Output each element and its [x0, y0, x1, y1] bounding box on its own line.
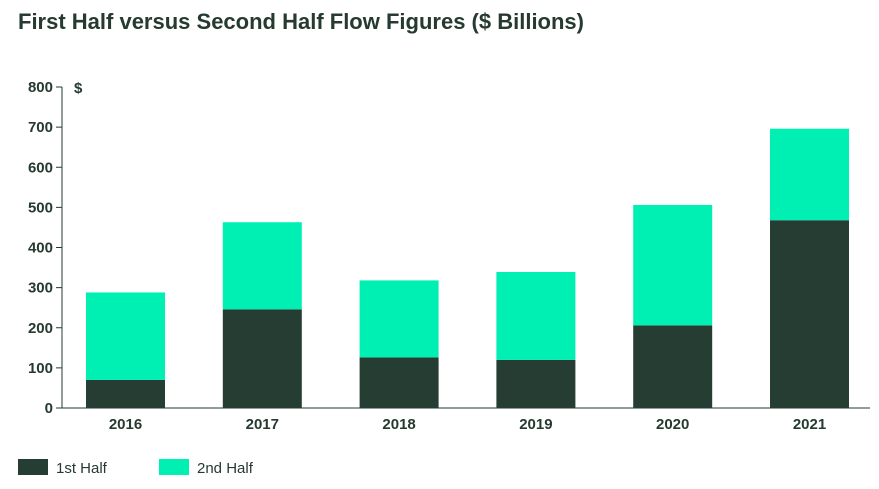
- bar-stacks: [86, 128, 849, 408]
- y-tick-label: 0: [45, 400, 53, 417]
- y-tick-label: 700: [28, 119, 53, 136]
- legend-label-second-half: 2nd Half: [197, 460, 254, 477]
- y-axis-unit-label: $: [74, 80, 83, 97]
- bar-2021-second-half: [770, 128, 849, 221]
- y-tick-label: 300: [28, 280, 53, 297]
- x-tick-label: 2018: [382, 416, 415, 433]
- bar-2017-second-half: [222, 222, 302, 310]
- x-tick-label: 2019: [519, 416, 552, 433]
- y-tick-label: 600: [28, 159, 53, 176]
- bar-2021-first-half: [770, 220, 849, 408]
- x-axis-labels: 2016 2017 2018 2019 2020 2021: [109, 416, 826, 433]
- y-tick-label: 800: [28, 79, 53, 96]
- x-tick-label: 2017: [246, 416, 279, 433]
- bar-2017-first-half: [222, 309, 302, 408]
- y-tick-label: 400: [28, 240, 53, 257]
- legend-label-first-half: 1st Half: [56, 460, 108, 477]
- y-axis-ticks: 0 100 200 300 400 500 600 700 800: [28, 79, 62, 417]
- x-tick-label: 2021: [793, 416, 826, 433]
- bar-2020-first-half: [633, 325, 713, 408]
- bar-2016-first-half: [86, 379, 165, 408]
- bar-2018-first-half: [359, 357, 439, 408]
- x-tick-label: 2020: [656, 416, 689, 433]
- bar-2020-second-half: [633, 204, 713, 326]
- legend-swatch-second-half: [159, 459, 189, 475]
- bar-2016-second-half: [86, 292, 165, 380]
- bar-2019-first-half: [496, 359, 576, 408]
- x-tick-label: 2016: [109, 416, 142, 433]
- legend-swatch-first-half: [18, 459, 48, 475]
- legend: 1st Half 2nd Half: [18, 459, 254, 477]
- bar-2018-second-half: [359, 280, 439, 358]
- y-tick-label: 100: [28, 360, 53, 377]
- chart-title: First Half versus Second Half Flow Figur…: [18, 9, 584, 34]
- y-tick-label: 200: [28, 320, 53, 337]
- bar-2019-second-half: [496, 271, 576, 360]
- y-tick-label: 500: [28, 199, 53, 216]
